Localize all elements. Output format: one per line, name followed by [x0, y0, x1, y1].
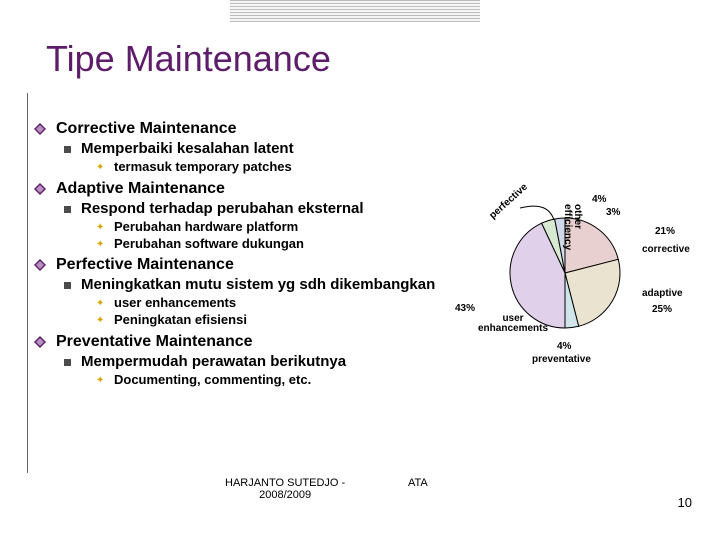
- list-item: Adaptive Maintenance: [34, 179, 444, 198]
- diamond-icon: [34, 123, 46, 135]
- pie-label: 4%: [557, 341, 571, 352]
- star-icon: ✦: [96, 376, 106, 386]
- lvl3-text: user enhancements: [114, 295, 236, 311]
- list-item: Perfective Maintenance: [34, 255, 444, 274]
- square-icon: [64, 359, 71, 366]
- pie-label: adaptive: [642, 288, 683, 299]
- footer-author: HARJANTO SUTEDJO - 2008/2009: [225, 477, 345, 501]
- lvl2-text: Respond terhadap perubahan eksternal: [81, 200, 364, 218]
- pie-label: userenhancements: [478, 314, 548, 334]
- left-rule: [27, 93, 28, 473]
- decorative-header-bar: [230, 0, 480, 22]
- diamond-icon: [34, 183, 46, 195]
- star-icon: ✦: [96, 316, 106, 326]
- footer-author-line1: HARJANTO SUTEDJO -: [225, 477, 345, 489]
- square-icon: [64, 282, 71, 289]
- pie-label: 21%: [655, 226, 675, 237]
- pie-label: corrective: [642, 244, 690, 255]
- lvl1-text: Adaptive Maintenance: [56, 179, 225, 198]
- lvl3-text: termasuk temporary patches: [114, 159, 292, 175]
- list-item: ✦ Documenting, commenting, etc.: [96, 372, 444, 388]
- square-icon: [64, 146, 71, 153]
- list-item: Preventative Maintenance: [34, 332, 444, 351]
- list-item: Mempermudah perawatan berikutnya: [64, 353, 444, 371]
- list-item: Memperbaiki kesalahan latent: [64, 140, 444, 158]
- lvl2-text: Memperbaiki kesalahan latent: [81, 140, 294, 158]
- pie-label: 3%: [606, 207, 620, 218]
- footer-ata: ATA: [408, 477, 428, 489]
- lvl1-text: Corrective Maintenance: [56, 119, 237, 138]
- list-item: ✦ user enhancements: [96, 295, 444, 311]
- bullet-content: Corrective Maintenance Memperbaiki kesal…: [34, 115, 444, 387]
- lvl3-text: Documenting, commenting, etc.: [114, 372, 311, 388]
- lvl3-text: Perubahan software dukungan: [114, 236, 304, 252]
- star-icon: ✦: [96, 299, 106, 309]
- lvl3-text: Perubahan hardware platform: [114, 219, 298, 235]
- lvl3-text: Peningkatan efisiensi: [114, 312, 247, 328]
- lvl2-text: Meningkatkan mutu sistem yg sdh dikemban…: [81, 276, 435, 294]
- pie-label: 4%: [592, 194, 606, 205]
- square-icon: [64, 206, 71, 213]
- diamond-icon: [34, 259, 46, 271]
- pie-label: preventative: [532, 354, 591, 365]
- footer-author-line2: 2008/2009: [259, 489, 311, 501]
- lvl1-text: Perfective Maintenance: [56, 255, 234, 274]
- slide-title: Tipe Maintenance: [46, 38, 331, 80]
- list-item: ✦ termasuk temporary patches: [96, 159, 444, 175]
- list-item: Corrective Maintenance: [34, 119, 444, 138]
- list-item: ✦ Peningkatan efisiensi: [96, 312, 444, 328]
- pie-label: 25%: [652, 304, 672, 315]
- pie-label: 43%: [455, 303, 475, 314]
- lvl2-text: Mempermudah perawatan berikutnya: [81, 353, 346, 371]
- lvl1-text: Preventative Maintenance: [56, 332, 253, 351]
- pie-chart: 4%3%21%corrective25%adaptive4%preventati…: [450, 178, 700, 378]
- star-icon: ✦: [96, 240, 106, 250]
- pie-label: otherefficiency: [562, 204, 582, 250]
- star-icon: ✦: [96, 223, 106, 233]
- footer-page-number: 10: [678, 495, 692, 510]
- list-item: ✦ Perubahan software dukungan: [96, 236, 444, 252]
- list-item: ✦ Perubahan hardware platform: [96, 219, 444, 235]
- star-icon: ✦: [96, 163, 106, 173]
- diamond-icon: [34, 336, 46, 348]
- list-item: Respond terhadap perubahan eksternal: [64, 200, 444, 218]
- list-item: Meningkatkan mutu sistem yg sdh dikemban…: [64, 276, 444, 294]
